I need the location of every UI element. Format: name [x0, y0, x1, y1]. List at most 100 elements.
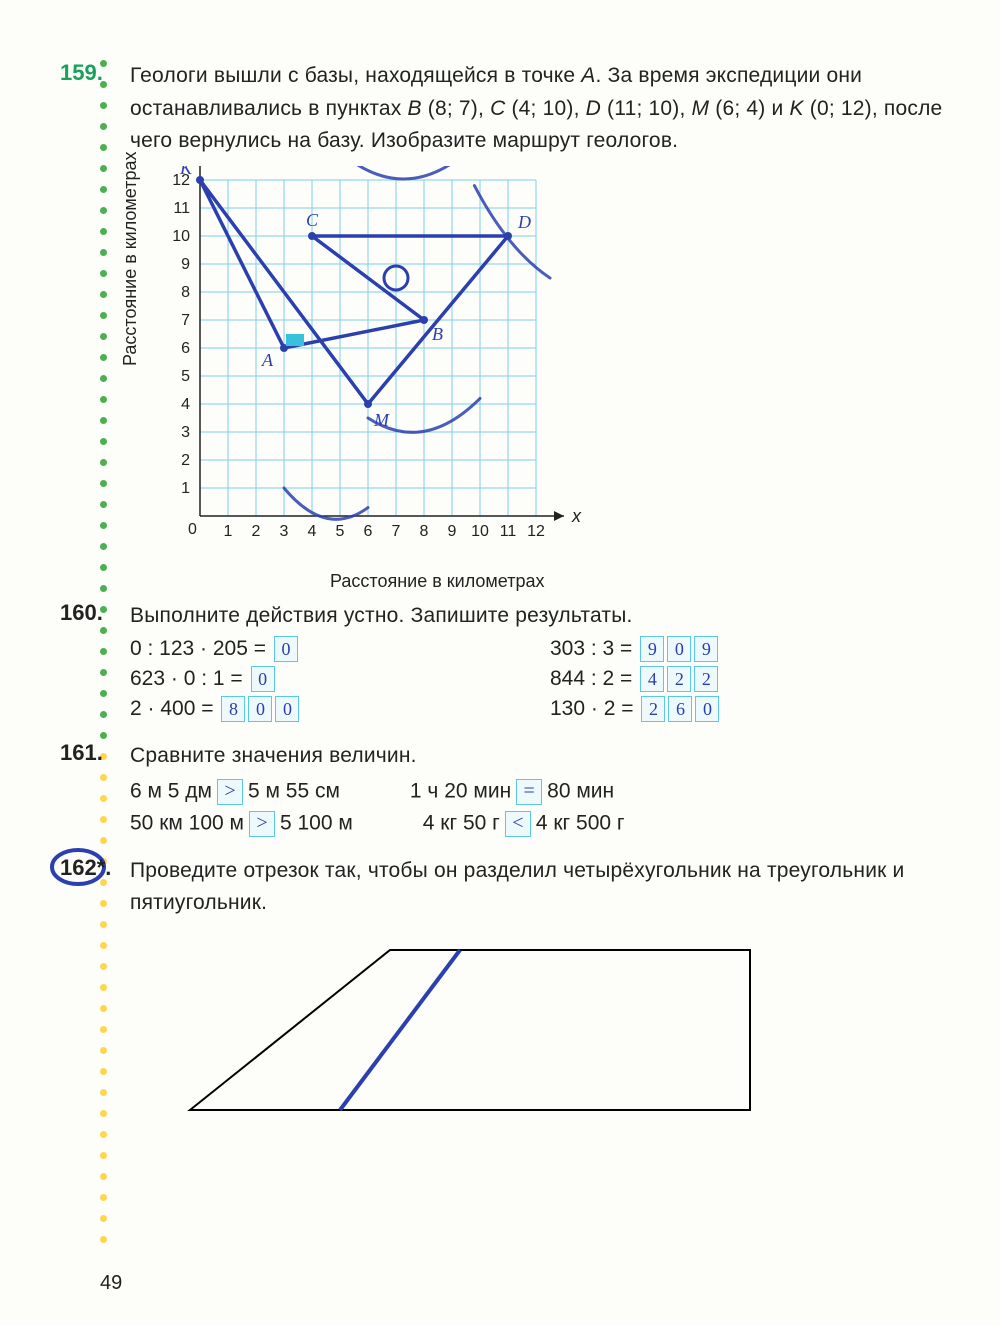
calc-expr: 844 : 2 =422	[550, 666, 910, 692]
problem-161-title: Сравните значения величин.	[130, 740, 960, 773]
t: (8; 7),	[422, 97, 490, 120]
svg-text:2: 2	[181, 452, 190, 469]
svg-text:x: x	[571, 506, 582, 526]
svg-text:9: 9	[181, 256, 190, 273]
answer-cell: 0	[274, 636, 298, 662]
compare-pair: 50 км 100 м>5 100 м	[130, 811, 353, 837]
compare-op: =	[516, 779, 542, 805]
calc-expr: 130 · 2 =260	[550, 696, 910, 722]
answer-cell: 6	[668, 696, 692, 722]
answer-cell: 0	[248, 696, 272, 722]
svg-text:1: 1	[224, 523, 233, 540]
svg-text:K: K	[179, 166, 193, 178]
svg-text:10: 10	[172, 228, 190, 245]
answer-cell: 0	[275, 696, 299, 722]
compare-op: >	[249, 811, 275, 837]
svg-text:9: 9	[448, 523, 457, 540]
problem-number-160: 160.	[60, 600, 103, 626]
problem-161: 161. Сравните значения величин. 6 м 5 дм…	[130, 740, 960, 837]
pt-C: C	[490, 97, 505, 120]
svg-text:4: 4	[308, 523, 317, 540]
svg-text:3: 3	[181, 424, 190, 441]
svg-text:10: 10	[471, 523, 489, 540]
answer-boxes: 0	[251, 666, 275, 692]
pt-D: D	[586, 97, 601, 120]
answer-cell: 0	[667, 636, 691, 662]
problem-160-title: Выполните действия устно. Запишите резул…	[130, 600, 960, 633]
compare-row: 50 км 100 м>5 100 м 4 кг 50 г<4 кг 500 г	[130, 811, 960, 837]
problem-160: 160. Выполните действия устно. Запишите …	[130, 600, 960, 723]
svg-text:2: 2	[252, 523, 261, 540]
compare-pair: 1 ч 20 мин=80 мин	[410, 779, 614, 805]
svg-text:C: C	[306, 210, 319, 230]
answer-cell: 8	[221, 696, 245, 722]
calc-expr: 623 · 0 : 1 =0	[130, 666, 490, 692]
svg-text:4: 4	[181, 396, 190, 413]
compare-row: 6 м 5 дм>5 м 55 см 1 ч 20 мин=80 мин	[130, 779, 960, 805]
svg-text:A: A	[261, 350, 274, 370]
svg-text:5: 5	[336, 523, 345, 540]
answer-boxes: 800	[221, 696, 299, 722]
page-number: 49	[100, 1272, 122, 1295]
pt-B: B	[408, 97, 422, 120]
svg-text:12: 12	[527, 523, 545, 540]
x-axis-label: Расстояние в километрах	[330, 571, 545, 592]
svg-text:3: 3	[280, 523, 289, 540]
svg-text:6: 6	[181, 340, 190, 357]
answer-boxes: 0	[274, 636, 298, 662]
page-content: 159. Геологи вышли с базы, находящейся в…	[60, 60, 960, 1130]
svg-text:1: 1	[181, 480, 190, 497]
svg-text:0: 0	[188, 521, 197, 538]
calc-row: 0 : 123 · 205 =0 303 : 3 =909	[130, 636, 960, 662]
answer-boxes: 422	[640, 666, 718, 692]
pt-A: A	[581, 64, 595, 87]
svg-text:5: 5	[181, 368, 190, 385]
calc-row: 2 · 400 =800 130 · 2 =260	[130, 696, 960, 722]
calc-expr: 303 : 3 =909	[550, 636, 910, 662]
y-axis-label: Расстояние в километрах	[120, 151, 141, 366]
calc-expr: 2 · 400 =800	[130, 696, 490, 722]
t: (4; 10),	[505, 97, 585, 120]
answer-cell: 9	[694, 636, 718, 662]
answer-cell: 2	[641, 696, 665, 722]
answer-boxes: 260	[641, 696, 719, 722]
calc-expr: 0 : 123 · 205 =0	[130, 636, 490, 662]
calc-row: 623 · 0 : 1 =0 844 : 2 =422	[130, 666, 960, 692]
answer-cell: 2	[694, 666, 718, 692]
compare-op: <	[505, 811, 531, 837]
answer-cell: 9	[640, 636, 664, 662]
svg-text:7: 7	[392, 523, 401, 540]
problem-159: 159. Геологи вышли с базы, находящейся в…	[130, 60, 960, 158]
svg-text:B: B	[432, 324, 443, 344]
svg-text:6: 6	[364, 523, 373, 540]
problem-number-161: 161.	[60, 740, 103, 766]
quadrilateral-figure	[130, 930, 770, 1130]
problem-162: 162*. Проведите отрезок так, чтобы он ра…	[130, 855, 960, 920]
pt-M: M	[692, 97, 710, 120]
svg-text:D: D	[517, 212, 531, 232]
compare-op: >	[217, 779, 243, 805]
chart-svg: 1234567891011121234567891011120xyABCDMK	[130, 166, 690, 566]
answer-cell: 4	[640, 666, 664, 692]
compare-pair: 6 м 5 дм>5 м 55 см	[130, 779, 340, 805]
t: (11; 10),	[601, 97, 692, 120]
svg-text:11: 11	[500, 523, 517, 540]
quad-svg	[130, 930, 770, 1130]
answer-boxes: 909	[640, 636, 718, 662]
svg-text:8: 8	[420, 523, 429, 540]
answer-cell: 0	[251, 666, 275, 692]
svg-text:8: 8	[181, 284, 190, 301]
svg-text:7: 7	[181, 312, 190, 329]
problem-162-text: Проведите отрезок так, чтобы он разделил…	[130, 855, 960, 920]
svg-text:11: 11	[173, 200, 190, 217]
answer-cell: 0	[695, 696, 719, 722]
problem-number-162: 162*.	[60, 855, 111, 881]
t: (6; 4) и	[709, 97, 789, 120]
t: Геологи вышли с базы, находящейся в точк…	[130, 64, 581, 87]
pt-K: K	[790, 97, 804, 120]
problem-159-text: Геологи вышли с базы, находящейся в точк…	[130, 60, 960, 158]
problem-number-159: 159.	[60, 60, 103, 86]
answer-cell: 2	[667, 666, 691, 692]
compare-pair: 4 кг 50 г<4 кг 500 г	[423, 811, 625, 837]
chart-159: Расстояние в километрах Расстояние в кил…	[130, 166, 690, 586]
